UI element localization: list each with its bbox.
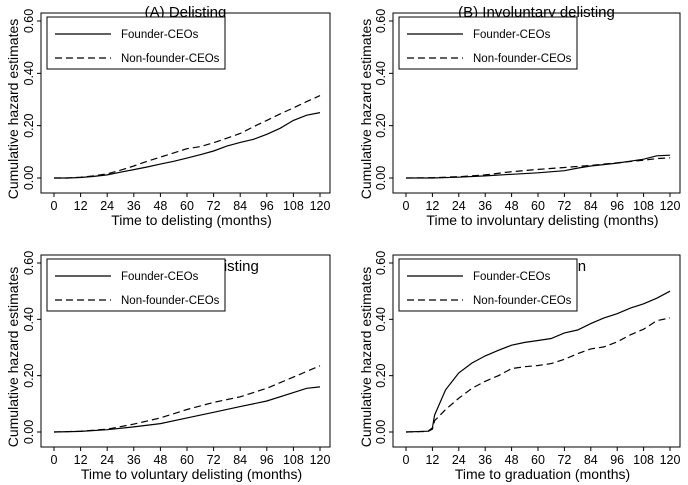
x-tick-label: 0 (51, 453, 58, 467)
x-tick-label: 84 (233, 199, 247, 213)
y-axis-label: Cumulative hazard estimates (5, 267, 21, 448)
x-tick-label: 60 (531, 199, 545, 213)
x-tick-label: 96 (610, 453, 624, 467)
legend-box (46, 16, 226, 70)
y-tick-label: 0.40 (22, 61, 36, 85)
y-tick-label: 0.20 (374, 113, 388, 137)
x-tick-label: 0 (403, 453, 410, 467)
x-tick-label: 48 (153, 199, 167, 213)
x-tick-label: 84 (233, 453, 247, 467)
x-tick-label: 36 (127, 199, 141, 213)
y-tick-label: 0.40 (374, 61, 388, 85)
series-line-non-founder-ceos (53, 365, 321, 433)
x-tick-label: 12 (74, 199, 88, 213)
y-tick-label: 0.00 (374, 420, 388, 444)
x-tick-label: 84 (584, 199, 598, 213)
y-tick-label: 0.40 (374, 307, 388, 331)
panel-graduation: (D) Graduation012243648607284961081200.0… (358, 251, 681, 482)
x-tick-label: 108 (283, 199, 304, 213)
x-axis-label: Time to involuntary delisting (months) (426, 212, 658, 228)
y-tick-label: 0.20 (374, 363, 388, 387)
series-line-non-founder-ceos (54, 95, 321, 179)
x-tick-label: 12 (425, 453, 439, 467)
legend-label: Founder-CEOs (473, 271, 551, 283)
series-line-founder-ceos (405, 290, 671, 433)
x-tick-label: 0 (51, 199, 58, 213)
legend-label: Founder-CEOs (121, 29, 199, 41)
y-tick-label: 0.60 (22, 9, 36, 33)
x-tick-label: 120 (660, 199, 681, 213)
panel-voluntary-delisting: (C) Voluntary delisting01224364860728496… (5, 251, 331, 482)
plot-frame (392, 254, 681, 448)
legend-box (46, 258, 226, 312)
x-tick-label: 48 (153, 453, 167, 467)
legend-label: Founder-CEOs (473, 29, 551, 41)
x-tick-label: 12 (425, 199, 439, 213)
x-tick-label: 72 (207, 199, 221, 213)
x-tick-label: 72 (207, 453, 221, 467)
y-tick-label: 0.60 (22, 251, 36, 275)
x-tick-label: 36 (127, 453, 141, 467)
x-tick-label: 84 (584, 453, 598, 467)
x-tick-label: 60 (180, 199, 194, 213)
y-tick-label: 0.00 (22, 166, 36, 190)
legend-label: Non-founder-CEOs (121, 295, 220, 307)
y-tick-label: 0.60 (374, 251, 388, 275)
x-tick-label: 0 (403, 199, 410, 213)
series-line-non-founder-ceos (405, 317, 671, 433)
legend-label: Non-founder-CEOs (121, 53, 220, 65)
x-axis-label: Time to delisting (months) (111, 212, 272, 228)
plot-frame (40, 254, 331, 448)
x-tick-label: 24 (452, 199, 466, 213)
x-tick-label: 48 (505, 453, 519, 467)
x-tick-label: 24 (100, 453, 114, 467)
y-tick-label: 0.20 (22, 363, 36, 387)
x-tick-label: 120 (310, 453, 331, 467)
y-tick-label: 0.00 (374, 166, 388, 190)
y-tick-label: 0.20 (22, 113, 36, 137)
plot-frame (40, 12, 331, 194)
y-axis-label: Cumulative hazard estimates (358, 267, 374, 448)
x-tick-label: 12 (74, 453, 88, 467)
x-axis-label: Time to voluntary delisting (months) (81, 466, 302, 482)
y-axis-label: Cumulative hazard estimates (358, 19, 374, 200)
y-axis-label: Cumulative hazard estimates (5, 19, 21, 200)
x-tick-label: 108 (633, 453, 654, 467)
x-tick-label: 24 (100, 199, 114, 213)
legend-box (398, 16, 578, 70)
x-tick-label: 60 (180, 453, 194, 467)
x-tick-label: 48 (505, 199, 519, 213)
series-line-founder-ceos (54, 112, 321, 179)
y-tick-label: 0.60 (374, 9, 388, 33)
x-tick-label: 108 (283, 453, 304, 467)
series-line-non-founder-ceos (405, 157, 671, 179)
y-tick-label: 0.40 (22, 307, 36, 331)
x-tick-label: 36 (478, 453, 492, 467)
y-tick-label: 0.00 (22, 420, 36, 444)
x-axis-label: Time to graduation (months) (455, 466, 630, 482)
x-tick-label: 120 (660, 453, 681, 467)
legend-label: Non-founder-CEOs (473, 53, 572, 65)
x-tick-label: 72 (557, 453, 571, 467)
x-tick-label: 96 (610, 199, 624, 213)
x-tick-label: 108 (633, 199, 654, 213)
x-tick-label: 36 (478, 199, 492, 213)
legend-label: Non-founder-CEOs (473, 295, 572, 307)
x-tick-label: 72 (557, 199, 571, 213)
x-tick-label: 60 (531, 453, 545, 467)
x-tick-label: 24 (452, 453, 466, 467)
x-tick-label: 96 (260, 199, 274, 213)
legend-box (398, 258, 578, 312)
plot-frame (392, 12, 681, 194)
series-line-founder-ceos (406, 154, 671, 179)
x-tick-label: 96 (260, 453, 274, 467)
x-tick-label: 120 (310, 199, 331, 213)
legend-label: Founder-CEOs (121, 271, 199, 283)
